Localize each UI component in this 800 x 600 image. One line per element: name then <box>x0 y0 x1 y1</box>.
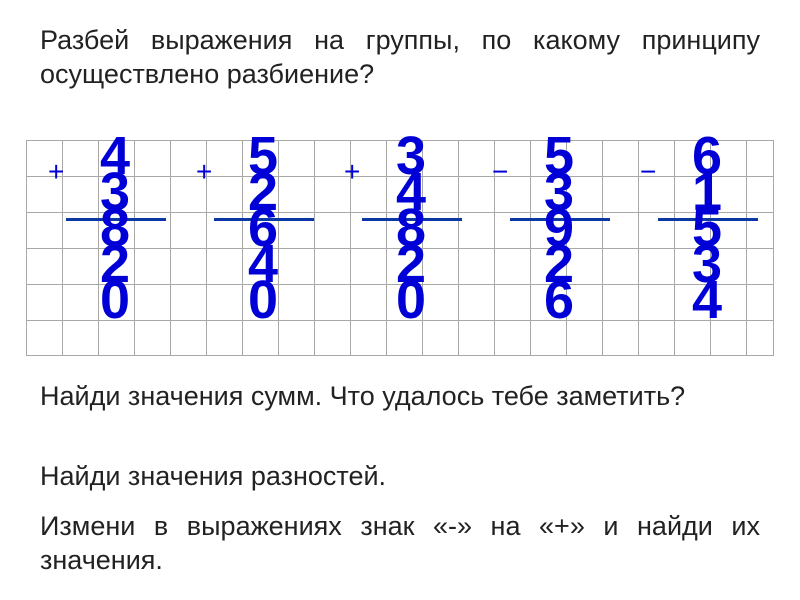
digit-stack: 6 1 5 3 4 <box>692 138 722 318</box>
operator-sign: − <box>640 156 656 188</box>
worksheet-page: Разбей выражения на группы, по какому пр… <box>0 0 800 600</box>
operator-sign: + <box>344 156 360 188</box>
problem-5: − 6 1 5 3 4 <box>668 152 788 332</box>
digit-stack: 4 3 8 2 0 <box>100 138 130 318</box>
problem-4: − 5 3 9 2 6 <box>520 152 640 332</box>
operator-sign: + <box>196 156 212 188</box>
digit-stack: 3 4 8 2 0 <box>396 138 426 318</box>
digit: 6 <box>544 282 574 318</box>
digit: 0 <box>248 282 278 318</box>
digit: 0 <box>396 282 426 318</box>
digit-stack: 5 3 9 2 6 <box>544 138 574 318</box>
digit: 0 <box>100 282 130 318</box>
operator-sign: + <box>48 156 64 188</box>
question-2: Найди значения разностей. <box>40 460 760 494</box>
digit-stack: 5 2 6 4 0 <box>248 138 278 318</box>
arithmetic-grid: + 4 3 8 2 0 + 5 2 6 4 0 + <box>26 140 774 356</box>
instruction-top: Разбей выражения на группы, по какому пр… <box>40 24 760 92</box>
question-3: Измени в выражениях знак «-» на «+» и на… <box>40 510 760 578</box>
problem-1: + 4 3 8 2 0 <box>76 152 196 332</box>
question-1: Найди значения сумм. Что удалось тебе за… <box>40 380 760 414</box>
problem-3: + 3 4 8 2 0 <box>372 152 492 332</box>
digit: 4 <box>692 282 722 318</box>
problem-2: + 5 2 6 4 0 <box>224 152 344 332</box>
operator-sign: − <box>492 156 508 188</box>
